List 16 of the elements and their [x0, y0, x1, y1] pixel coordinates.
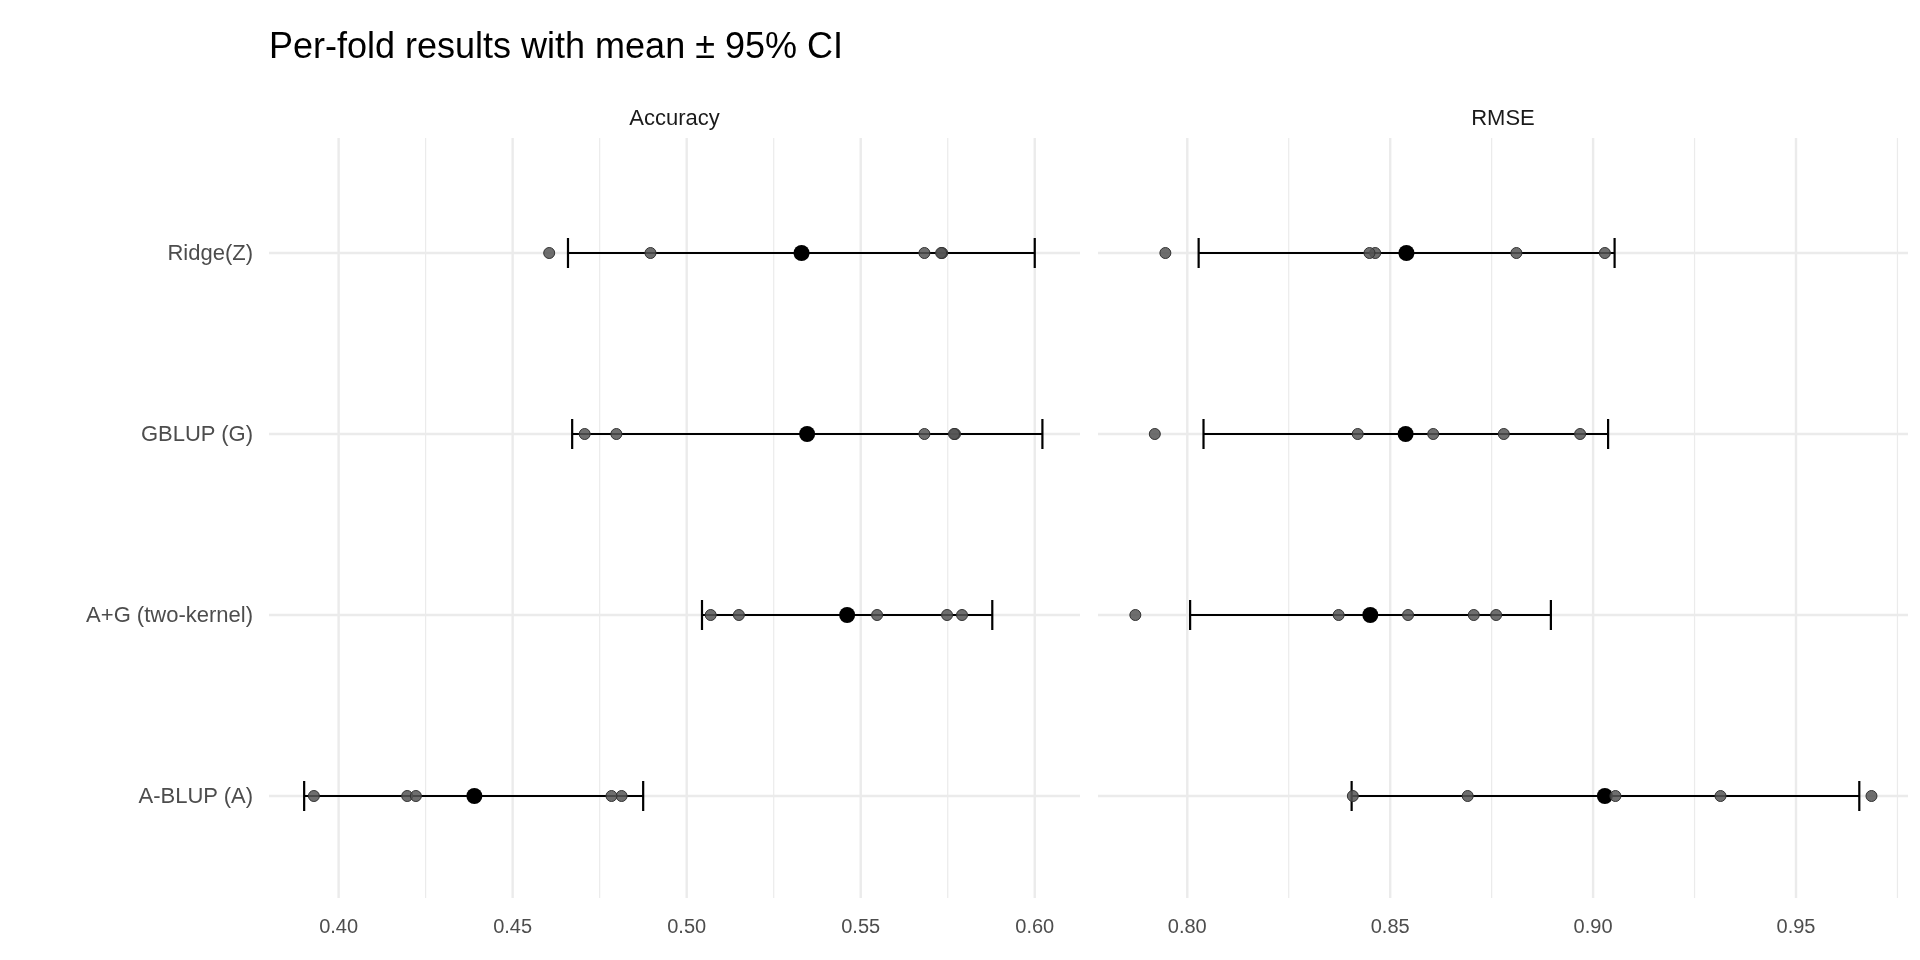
x-tick-label: 0.40 — [319, 915, 359, 937]
x-tick-label: 0.85 — [1370, 915, 1410, 937]
y-tick-label: A-BLUP (A) — [138, 783, 253, 808]
chart-title: Per-fold results with mean ± 95% CI — [269, 25, 843, 66]
y-tick-label: Ridge(Z) — [167, 240, 253, 265]
chart-subtitle: RMSE — [1471, 105, 1535, 130]
x-tick-label: 0.45 — [493, 915, 533, 937]
x-tick-label: 0.60 — [1015, 915, 1055, 937]
x-tick-label: 0.50 — [667, 915, 707, 937]
x-tick-label: 0.80 — [1167, 915, 1207, 937]
x-tick-label: 0.55 — [841, 915, 881, 937]
chart-subtitle: Accuracy — [629, 105, 720, 130]
x-tick-label: 0.95 — [1776, 915, 1816, 937]
x-tick-label: 0.90 — [1573, 915, 1613, 937]
y-tick-label: GBLUP (G) — [140, 421, 253, 446]
y-tick-label: A+G (two-kernel) — [86, 602, 253, 627]
